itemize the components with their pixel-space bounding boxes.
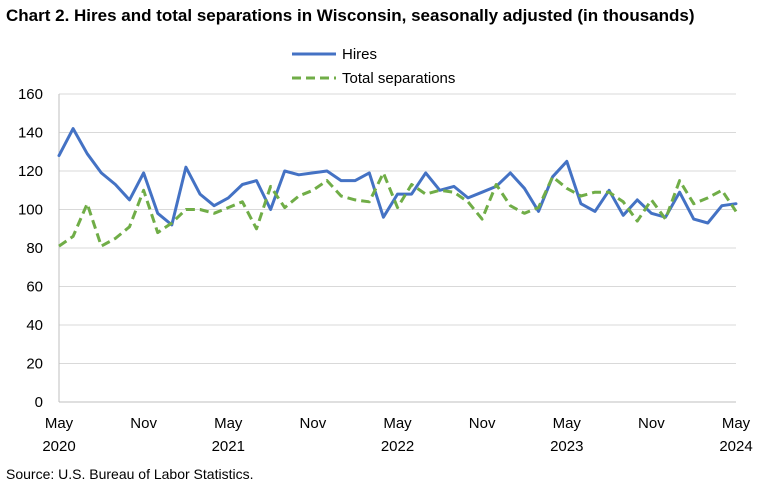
series-line-hires [57, 127, 738, 227]
y-tick-label: 80 [26, 240, 43, 257]
series-line-total-separations [58, 171, 738, 248]
legend: Hires Total separations [292, 46, 455, 87]
x-tick-label-month: May [45, 415, 74, 432]
y-tick-label: 140 [18, 125, 43, 142]
x-tick-label-year: 2022 [381, 438, 414, 455]
x-tick-label-month: Nov [469, 415, 496, 432]
y-tick-label: 60 [26, 279, 43, 296]
y-tick-label: 120 [18, 163, 43, 180]
x-tick-label-year: 2024 [719, 438, 752, 455]
y-tick-label: 0 [35, 394, 43, 411]
chart-title: Chart 2. Hires and total separations in … [6, 6, 695, 25]
x-tick-label-month: May [383, 415, 412, 432]
x-tick-label-year: 2020 [42, 438, 75, 455]
x-tick-label-month: Nov [130, 415, 157, 432]
legend-label-total-separations: Total separations [342, 70, 455, 87]
y-tick-label: 20 [26, 356, 43, 373]
axes [58, 94, 736, 403]
series-lines [57, 127, 738, 248]
x-tick-label-month: Nov [300, 415, 327, 432]
x-tick-label-month: Nov [638, 415, 665, 432]
x-tick-label-year: 2023 [550, 438, 583, 455]
source-note: Source: U.S. Bureau of Labor Statistics. [6, 466, 254, 482]
x-tick-label-month: May [214, 415, 243, 432]
gridlines [59, 93, 736, 364]
y-tick-label: 160 [18, 86, 43, 103]
x-axis-tick-labels: May 2020 Nov May 2021 Nov May 2022 Nov May 2023 Nov… [42, 415, 752, 455]
x-tick-label-year: 2021 [212, 438, 245, 455]
y-axis-tick-labels: 0 20 40 60 80 100 120 140 160 [18, 86, 43, 411]
legend-label-hires: Hires [342, 46, 377, 63]
x-tick-label-month: May [722, 415, 751, 432]
y-tick-label: 40 [26, 317, 43, 334]
y-tick-label: 100 [18, 202, 43, 219]
x-tick-label-month: May [553, 415, 582, 432]
